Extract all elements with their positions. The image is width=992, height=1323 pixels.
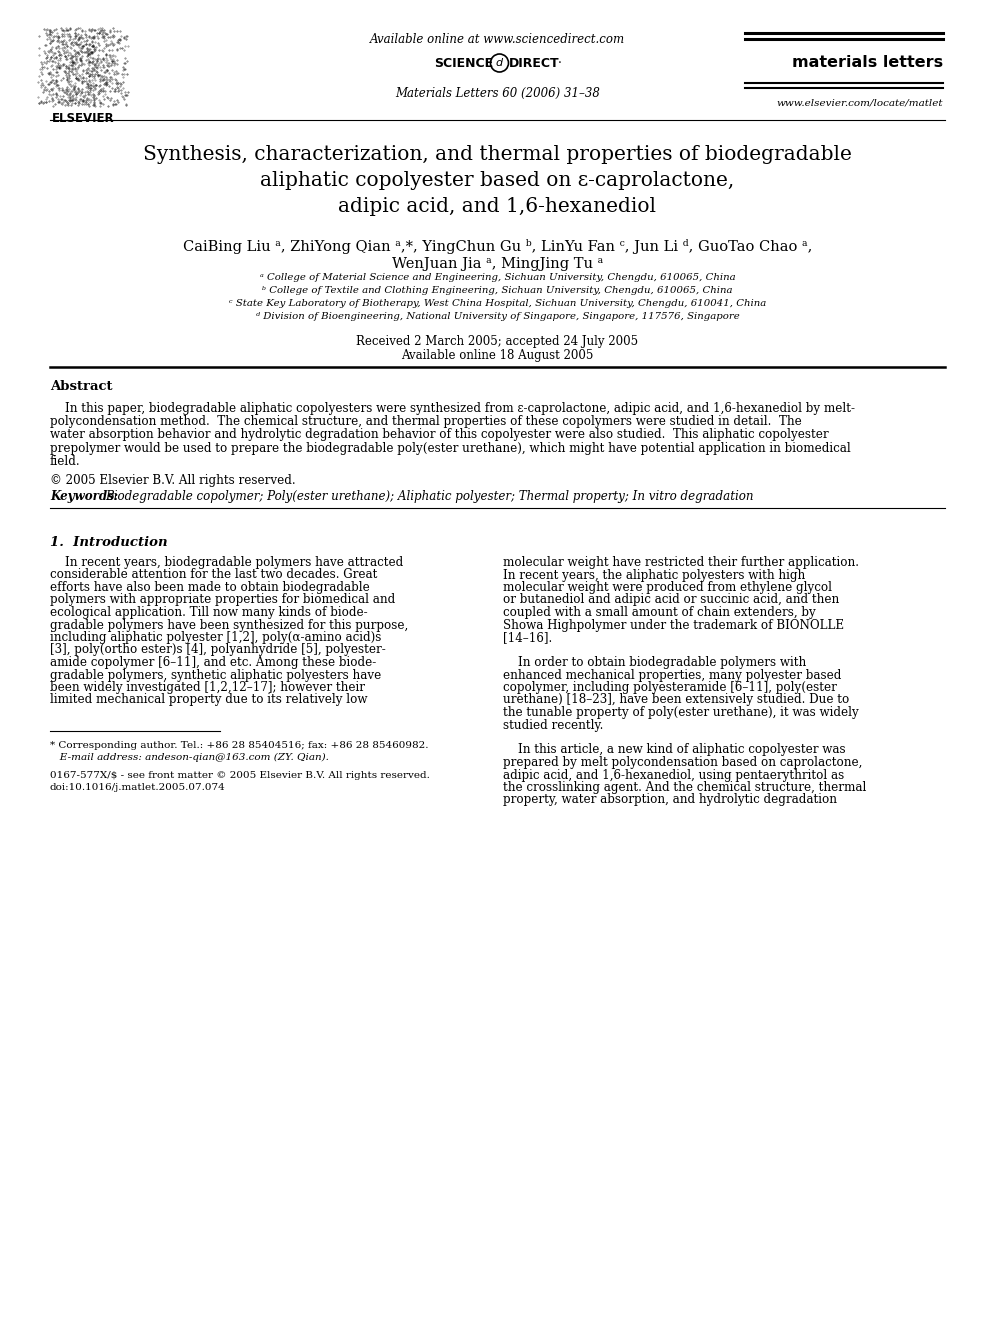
- Text: efforts have also been made to obtain biodegradable: efforts have also been made to obtain bi…: [50, 581, 370, 594]
- Text: In order to obtain biodegradable polymers with: In order to obtain biodegradable polymer…: [503, 656, 806, 669]
- Text: E-mail address: andeson-qian@163.com (ZY. Qian).: E-mail address: andeson-qian@163.com (ZY…: [50, 753, 329, 762]
- Text: considerable attention for the last two decades. Great: considerable attention for the last two …: [50, 569, 377, 582]
- Text: WenJuan Jia ᵃ, MingJing Tu ᵃ: WenJuan Jia ᵃ, MingJing Tu ᵃ: [392, 257, 603, 271]
- Text: 1.  Introduction: 1. Introduction: [50, 536, 168, 549]
- Text: d: d: [496, 58, 503, 67]
- Text: limited mechanical property due to its relatively low: limited mechanical property due to its r…: [50, 693, 367, 706]
- Text: urethane) [18–23], have been extensively studied. Due to: urethane) [18–23], have been extensively…: [503, 693, 849, 706]
- Text: aliphatic copolyester based on ε-caprolactone,: aliphatic copolyester based on ε-caprola…: [260, 171, 735, 191]
- Text: Showa Highpolymer under the trademark of BIONOLLE: Showa Highpolymer under the trademark of…: [503, 618, 844, 631]
- Text: Available online at www.sciencedirect.com: Available online at www.sciencedirect.co…: [370, 33, 625, 46]
- Text: polymers with appropriate properties for biomedical and: polymers with appropriate properties for…: [50, 594, 395, 606]
- Text: ᵈ Division of Bioengineering, National University of Singapore, Singapore, 11757: ᵈ Division of Bioengineering, National U…: [256, 312, 739, 321]
- Text: amide copolymer [6–11], and etc. Among these biode-: amide copolymer [6–11], and etc. Among t…: [50, 656, 376, 669]
- Text: In this article, a new kind of aliphatic copolyester was: In this article, a new kind of aliphatic…: [503, 744, 845, 757]
- Text: ᵇ College of Textile and Clothing Engineering, Sichuan University, Chengdu, 6100: ᵇ College of Textile and Clothing Engine…: [262, 286, 733, 295]
- Text: In recent years, biodegradable polymers have attracted: In recent years, biodegradable polymers …: [50, 556, 404, 569]
- Text: Abstract: Abstract: [50, 380, 112, 393]
- Text: ·: ·: [558, 57, 561, 70]
- Text: property, water absorption, and hydrolytic degradation: property, water absorption, and hydrolyt…: [503, 794, 837, 807]
- Text: DIRECT: DIRECT: [509, 57, 559, 70]
- Text: adipic acid, and 1,6-hexanediol: adipic acid, and 1,6-hexanediol: [338, 197, 657, 216]
- Text: or butanediol and adipic acid or succinic acid, and then: or butanediol and adipic acid or succini…: [503, 594, 839, 606]
- Text: materials letters: materials letters: [792, 56, 943, 70]
- Text: doi:10.1016/j.matlet.2005.07.074: doi:10.1016/j.matlet.2005.07.074: [50, 783, 226, 792]
- Text: the crosslinking agent. And the chemical structure, thermal: the crosslinking agent. And the chemical…: [503, 781, 866, 794]
- Text: copolymer, including polyesteramide [6–11], poly(ester: copolymer, including polyesteramide [6–1…: [503, 681, 837, 695]
- Text: coupled with a small amount of chain extenders, by: coupled with a small amount of chain ext…: [503, 606, 815, 619]
- Text: Received 2 March 2005; accepted 24 July 2005: Received 2 March 2005; accepted 24 July …: [356, 335, 639, 348]
- Text: including aliphatic polyester [1,2], poly(α-amino acid)s: including aliphatic polyester [1,2], pol…: [50, 631, 381, 644]
- Text: studied recently.: studied recently.: [503, 718, 603, 732]
- Text: been widely investigated [1,2,12–17]; however their: been widely investigated [1,2,12–17]; ho…: [50, 681, 365, 695]
- Text: www.elsevier.com/locate/matlet: www.elsevier.com/locate/matlet: [777, 98, 943, 107]
- Text: In this paper, biodegradable aliphatic copolyesters were synthesized from ε-capr: In this paper, biodegradable aliphatic c…: [50, 402, 855, 415]
- Text: field.: field.: [50, 455, 80, 468]
- Text: ELSEVIER: ELSEVIER: [52, 112, 114, 124]
- Text: [14–16].: [14–16].: [503, 631, 553, 644]
- Text: Biodegradable copolymer; Poly(ester urethane); Aliphatic polyester; Thermal prop: Biodegradable copolymer; Poly(ester uret…: [105, 490, 754, 503]
- Text: gradable polymers, synthetic aliphatic polyesters have: gradable polymers, synthetic aliphatic p…: [50, 668, 381, 681]
- Text: SCIENCE: SCIENCE: [434, 57, 493, 70]
- Text: Materials Letters 60 (2006) 31–38: Materials Letters 60 (2006) 31–38: [395, 87, 600, 101]
- Text: Available online 18 August 2005: Available online 18 August 2005: [402, 349, 593, 363]
- Text: prepolymer would be used to prepare the biodegradable poly(ester urethane), whic: prepolymer would be used to prepare the …: [50, 442, 851, 455]
- Text: CaiBing Liu ᵃ, ZhiYong Qian ᵃ,*, YingChun Gu ᵇ, LinYu Fan ᶜ, Jun Li ᵈ, GuoTao Ch: CaiBing Liu ᵃ, ZhiYong Qian ᵃ,*, YingChu…: [183, 239, 812, 254]
- Text: Synthesis, characterization, and thermal properties of biodegradable: Synthesis, characterization, and thermal…: [143, 146, 852, 164]
- Text: molecular weight were produced from ethylene glycol: molecular weight were produced from ethy…: [503, 581, 832, 594]
- Text: adipic acid, and 1,6-hexanediol, using pentaerythritol as: adipic acid, and 1,6-hexanediol, using p…: [503, 769, 844, 782]
- Text: In recent years, the aliphatic polyesters with high: In recent years, the aliphatic polyester…: [503, 569, 806, 582]
- Text: ᵃ College of Material Science and Engineering, Sichuan University, Chengdu, 6100: ᵃ College of Material Science and Engine…: [260, 273, 735, 282]
- Text: [3], poly(ortho ester)s [4], polyanhydride [5], polyester-: [3], poly(ortho ester)s [4], polyanhydri…: [50, 643, 386, 656]
- Text: 0167-577X/$ - see front matter © 2005 Elsevier B.V. All rights reserved.: 0167-577X/$ - see front matter © 2005 El…: [50, 771, 430, 781]
- Text: Keywords:: Keywords:: [50, 490, 122, 503]
- Text: enhanced mechanical properties, many polyester based: enhanced mechanical properties, many pol…: [503, 668, 841, 681]
- Text: ecological application. Till now many kinds of biode-: ecological application. Till now many ki…: [50, 606, 368, 619]
- Text: polycondensation method.  The chemical structure, and thermal properties of thes: polycondensation method. The chemical st…: [50, 415, 802, 429]
- Text: molecular weight have restricted their further application.: molecular weight have restricted their f…: [503, 556, 859, 569]
- Text: water absorption behavior and hydrolytic degradation behavior of this copolyeste: water absorption behavior and hydrolytic…: [50, 429, 828, 442]
- Text: gradable polymers have been synthesized for this purpose,: gradable polymers have been synthesized …: [50, 618, 409, 631]
- Text: * Corresponding author. Tel.: +86 28 85404516; fax: +86 28 85460982.: * Corresponding author. Tel.: +86 28 854…: [50, 741, 429, 750]
- Text: © 2005 Elsevier B.V. All rights reserved.: © 2005 Elsevier B.V. All rights reserved…: [50, 474, 296, 487]
- Text: the tunable property of poly(ester urethane), it was widely: the tunable property of poly(ester ureth…: [503, 706, 859, 718]
- Text: ᶜ State Key Laboratory of Biotherapy, West China Hospital, Sichuan University, C: ᶜ State Key Laboratory of Biotherapy, We…: [229, 299, 766, 308]
- Text: prepared by melt polycondensation based on caprolactone,: prepared by melt polycondensation based …: [503, 755, 862, 769]
